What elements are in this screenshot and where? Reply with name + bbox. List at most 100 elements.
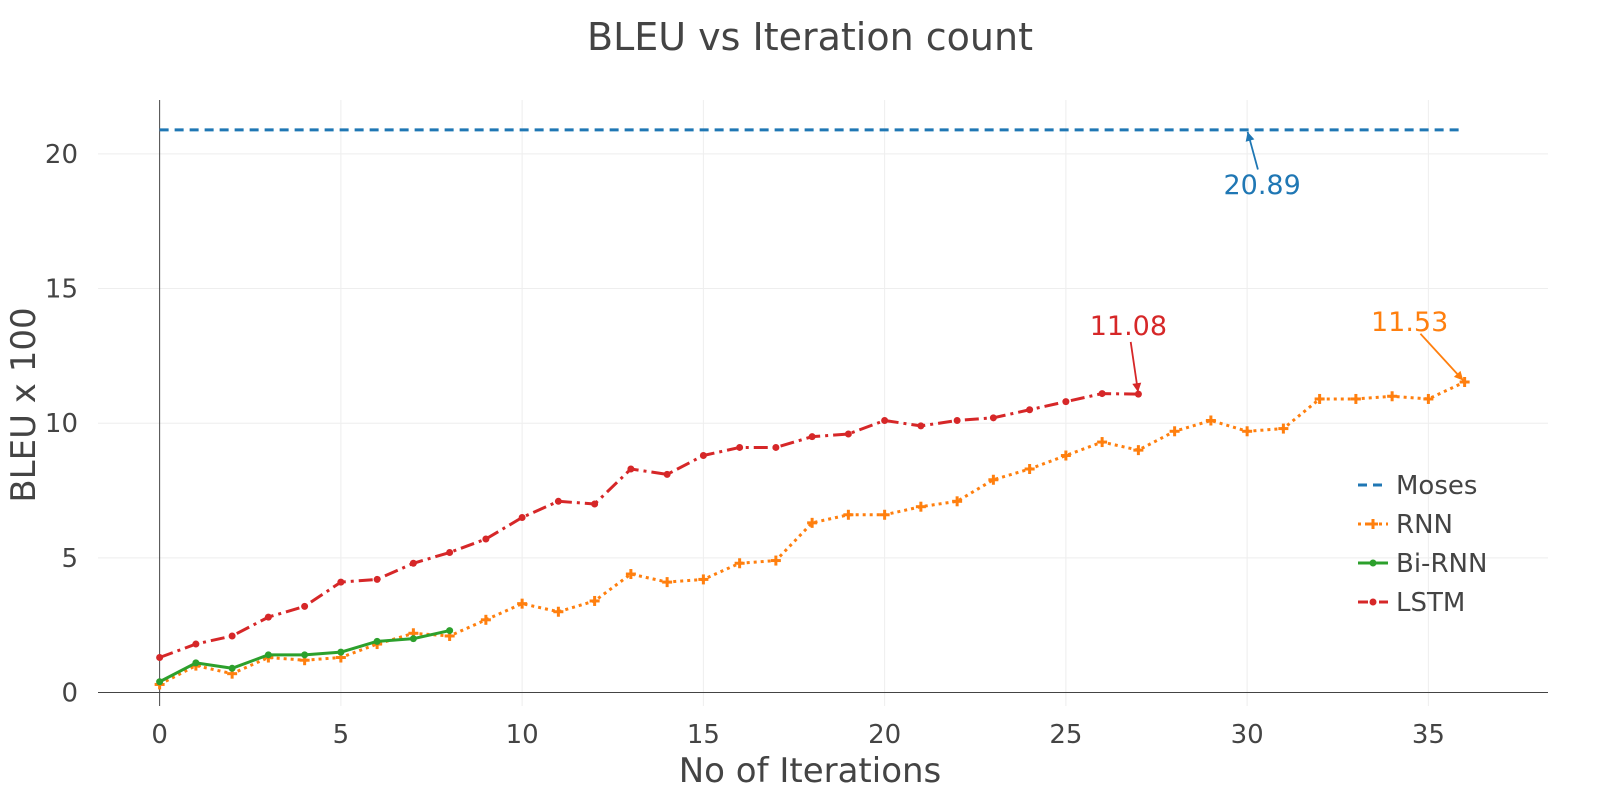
data-point-rnn	[952, 496, 963, 507]
series-lstm	[156, 390, 1142, 662]
series-line-rnn	[158, 380, 1466, 686]
y-tick-label: 20	[45, 140, 78, 170]
annotation-label: 11.08	[1090, 311, 1167, 342]
data-point-rnn	[734, 558, 745, 569]
data-point-lstm	[518, 513, 526, 521]
data-point-lstm	[736, 443, 744, 451]
data-point-rnn	[553, 606, 564, 617]
legend-label: LSTM	[1396, 588, 1465, 618]
data-point-lstm	[1098, 390, 1106, 398]
data-point-lstm	[591, 500, 599, 508]
data-point-rnn	[988, 474, 999, 485]
data-point-bi-rnn	[228, 664, 236, 672]
data-point-rnn	[1205, 415, 1216, 426]
data-point-rnn	[625, 569, 636, 580]
data-point-bi-rnn	[373, 637, 381, 645]
annotation-arrow	[1419, 333, 1464, 382]
annotation: 11.08	[1090, 311, 1167, 393]
data-point-rnn	[1060, 450, 1071, 461]
y-tick-label: 5	[61, 544, 78, 574]
legend-label: Moses	[1396, 471, 1477, 501]
data-point-rnn	[480, 614, 491, 625]
y-axis-label: BLEU x 100	[4, 307, 44, 502]
data-point-rnn	[1350, 393, 1361, 404]
y-tick-label: 0	[61, 679, 78, 709]
data-point-rnn	[879, 509, 890, 520]
x-tick-label: 10	[506, 720, 539, 750]
data-point-lstm	[772, 443, 780, 451]
x-tick-label: 25	[1049, 720, 1082, 750]
legend: Moses RNN Bi-RNN LSTM	[1358, 471, 1487, 618]
data-point-lstm	[989, 414, 997, 422]
data-point-lstm	[301, 602, 309, 610]
data-point-lstm	[917, 422, 925, 430]
data-point-rnn	[843, 509, 854, 520]
chart-title: BLEU vs Iteration count	[587, 15, 1033, 59]
legend-marker	[1369, 559, 1377, 567]
data-point-lstm	[446, 548, 454, 556]
annotation-arrowhead	[1453, 370, 1464, 381]
data-point-rnn	[1097, 437, 1108, 448]
legend-item-rnn: RNN	[1358, 510, 1453, 540]
data-point-lstm	[627, 465, 635, 473]
data-point-bi-rnn	[337, 648, 345, 656]
y-tick-label: 15	[45, 275, 78, 305]
data-point-rnn	[1314, 393, 1325, 404]
data-point-lstm	[228, 632, 236, 640]
x-axis-label: No of Iterations	[679, 751, 942, 789]
legend-marker	[1368, 519, 1378, 529]
data-point-rnn	[662, 577, 673, 588]
annotation-label: 11.53	[1371, 307, 1448, 338]
data-point-bi-rnn	[409, 635, 417, 643]
y-tick-label: 10	[45, 409, 78, 439]
data-point-lstm	[808, 433, 816, 441]
legend-label: RNN	[1396, 510, 1453, 540]
data-point-lstm	[373, 575, 381, 583]
x-tick-label: 0	[151, 720, 168, 750]
data-point-rnn	[1387, 391, 1398, 402]
data-point-lstm	[844, 430, 852, 438]
x-tick-label: 5	[333, 720, 350, 750]
data-point-lstm	[482, 535, 490, 543]
data-point-lstm	[953, 417, 961, 425]
series	[154, 128, 1470, 690]
data-point-rnn	[1459, 376, 1470, 387]
data-point-rnn	[1169, 426, 1180, 437]
data-point-lstm	[554, 497, 562, 505]
data-point-lstm	[192, 640, 200, 648]
x-tick-label: 20	[868, 720, 901, 750]
legend-item-bi-rnn: Bi-RNN	[1358, 549, 1487, 579]
legend-item-lstm: LSTM	[1358, 588, 1465, 618]
series-bi-rnn	[156, 627, 454, 686]
legend-marker	[1369, 598, 1377, 606]
grid	[98, 100, 1548, 706]
data-point-rnn	[1278, 423, 1289, 434]
data-point-lstm	[1134, 390, 1142, 398]
data-point-rnn	[698, 574, 709, 585]
data-point-rnn	[915, 501, 926, 512]
x-tick-label: 30	[1231, 720, 1264, 750]
annotation-arrowhead	[1132, 382, 1142, 393]
data-point-rnn	[1024, 463, 1035, 474]
data-point-bi-rnn	[301, 651, 309, 659]
data-point-lstm	[1026, 406, 1034, 414]
annotation-label: 20.89	[1223, 170, 1300, 201]
series-line-lstm	[159, 392, 1139, 659]
data-point-rnn	[589, 595, 600, 606]
data-point-rnn	[1423, 393, 1434, 404]
data-point-lstm	[156, 654, 164, 662]
data-point-bi-rnn	[192, 659, 200, 667]
data-point-rnn	[517, 598, 528, 609]
data-point-lstm	[264, 613, 272, 621]
data-point-rnn	[1133, 445, 1144, 456]
annotation: 20.89	[1223, 131, 1301, 201]
data-point-lstm	[337, 578, 345, 586]
data-point-lstm	[699, 452, 707, 460]
legend-item-moses: Moses	[1358, 471, 1477, 501]
annotation-arrowhead	[1245, 131, 1255, 142]
data-point-lstm	[663, 470, 671, 478]
annotations: 20.89 11.08 11.53	[1090, 131, 1464, 393]
series-rnn	[154, 376, 1470, 690]
tick-labels: 0 5 10 15 20 25 30 35 0 5 10 15 20	[45, 140, 1445, 750]
